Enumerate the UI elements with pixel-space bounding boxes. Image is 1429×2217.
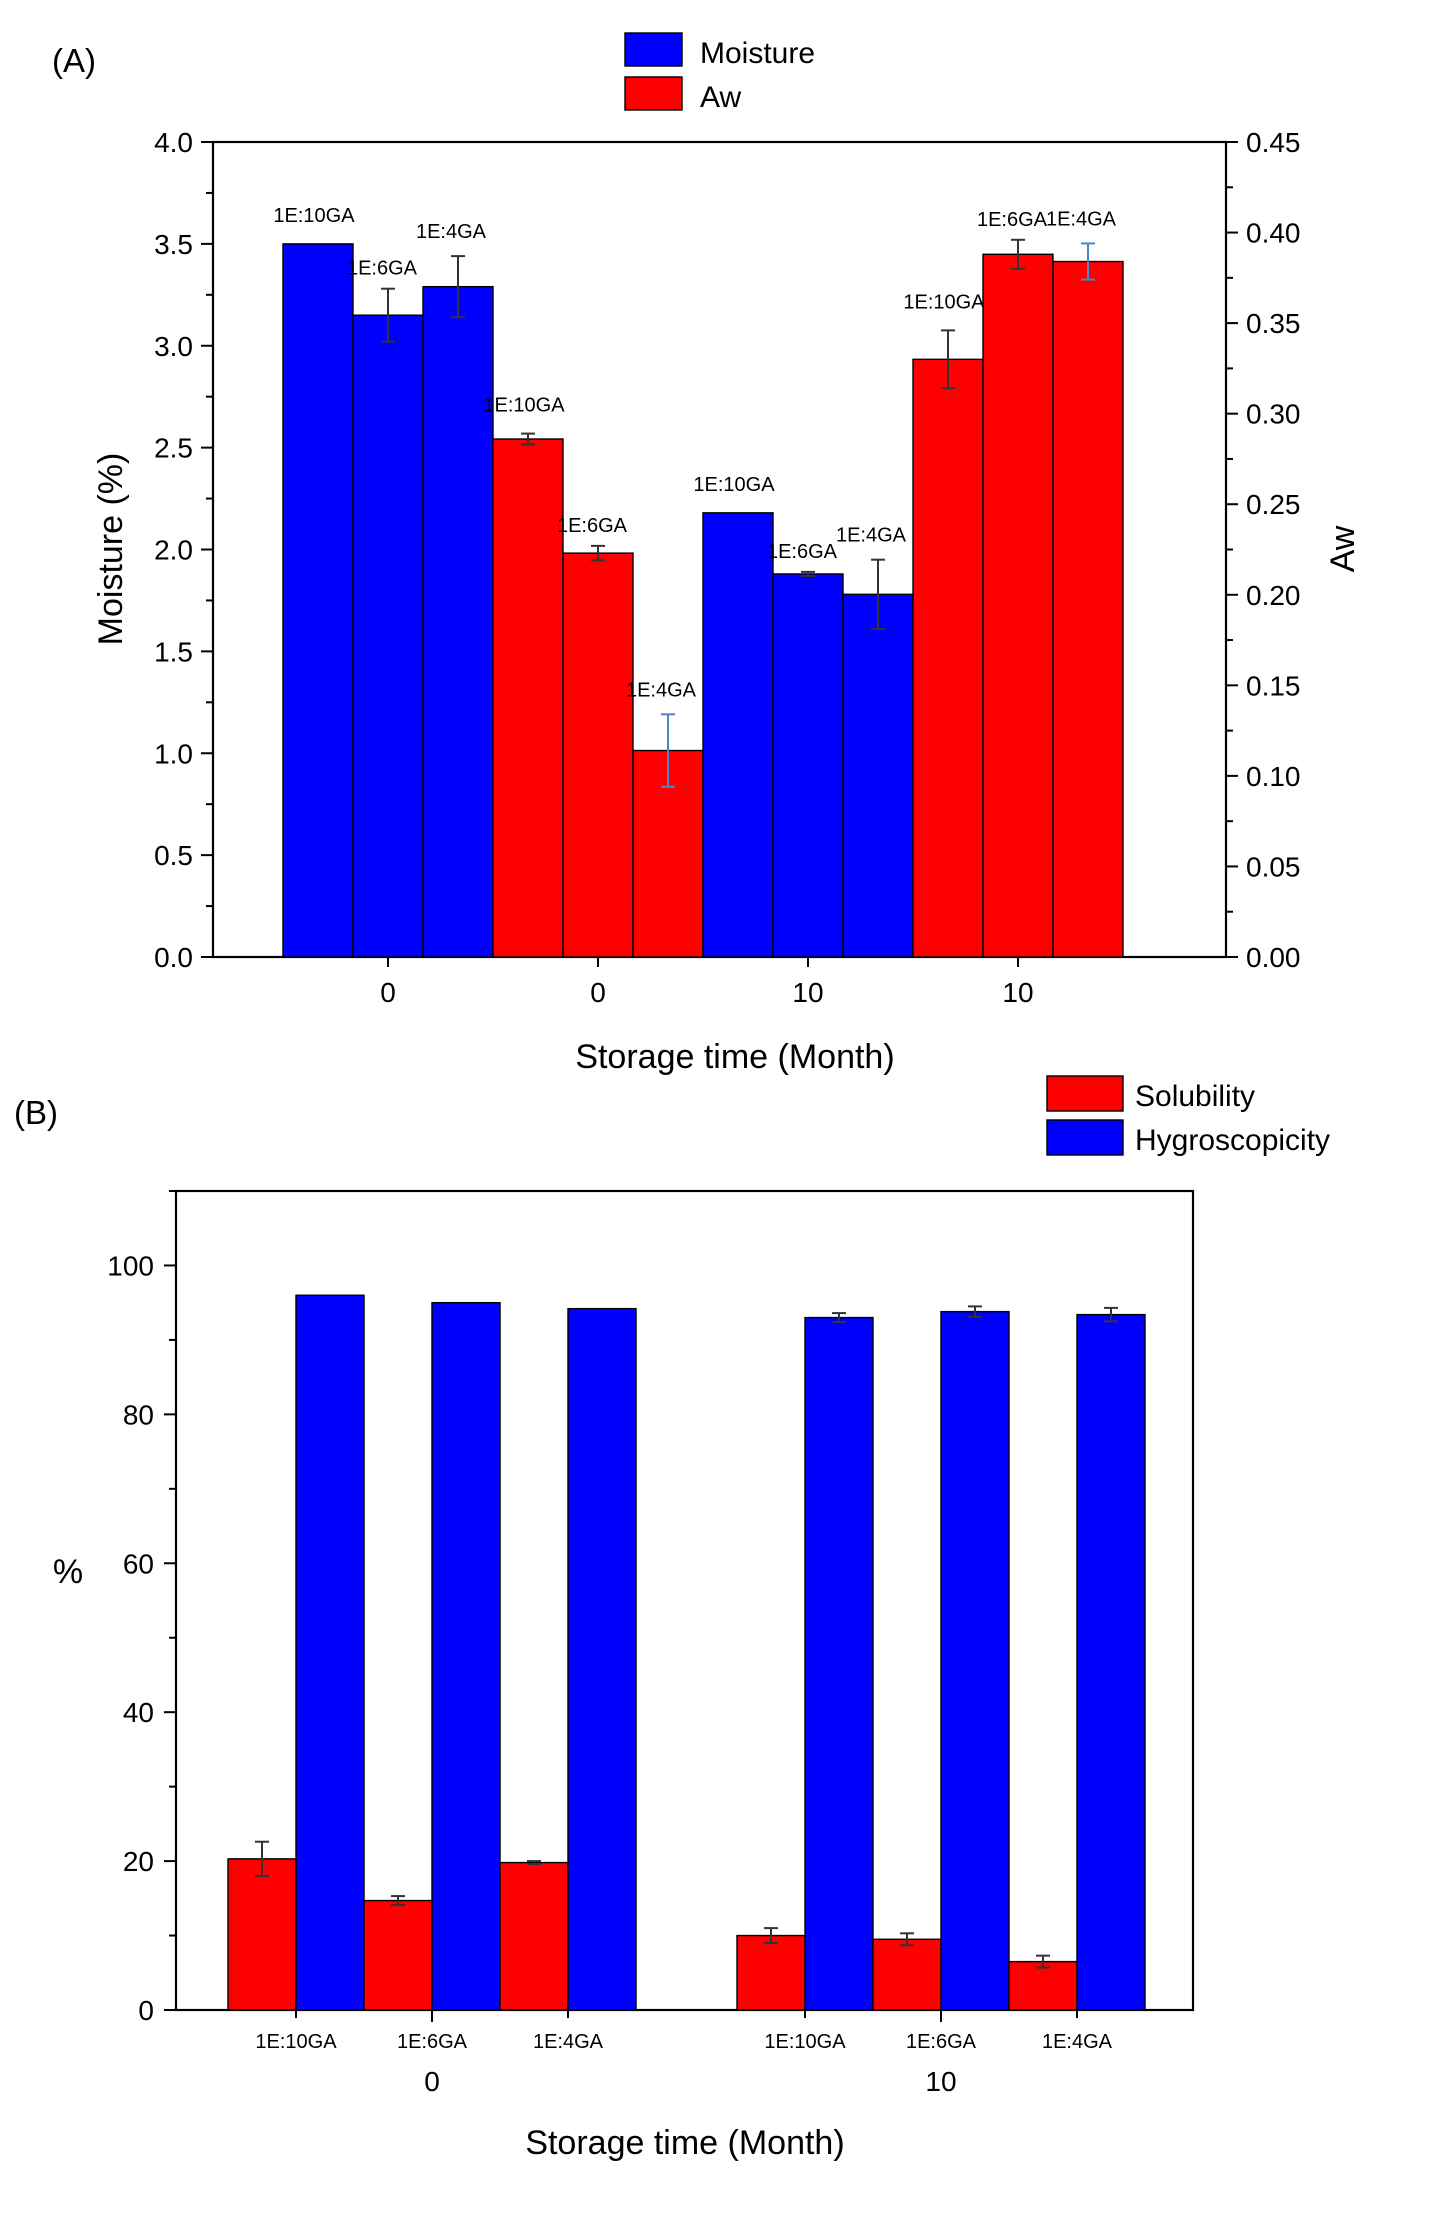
y-right-tick-label-a: 0.45 — [1246, 127, 1301, 158]
bar-label-a-10-0: 1E:10GA — [903, 291, 985, 313]
bar-a-moisture-10-2 — [842, 593, 914, 958]
bar-a-moisture-0-1 — [352, 314, 424, 958]
panel-a-letter: (A) — [52, 42, 96, 79]
y-right-tick-label-a: 0.35 — [1246, 308, 1301, 339]
sample-label-b-10-1: 1E:6GA — [906, 2031, 977, 2053]
panel-a-legend: Moisture Aw — [624, 32, 815, 114]
sample-label-b-0-0: 1E:10GA — [255, 2031, 337, 2053]
y-left-tick-label-a: 4.0 — [154, 127, 193, 158]
legend-label-moisture: Moisture — [700, 37, 815, 70]
y-left-tick-label-a: 3.0 — [154, 331, 193, 362]
x-tick-label-a: 0 — [590, 977, 606, 1008]
sample-label-b-0-2: 1E:4GA — [533, 2031, 604, 2053]
bar-b-hygroscopicity-10-1 — [940, 1310, 1010, 2011]
bar-b-solubility-0-2 — [499, 1861, 569, 2011]
bar-a-aw-0-1 — [562, 552, 634, 958]
x-tick-label-b: 0 — [424, 2066, 440, 2097]
bar-b-solubility-10-1 — [872, 1938, 942, 2011]
legend-swatch-solubility — [1046, 1075, 1124, 1112]
bar-label-a-10-1: 1E:6GA — [977, 209, 1048, 231]
bar-b-solubility-0-1 — [363, 1899, 433, 2011]
y-right-tick-label-a: 0.10 — [1246, 761, 1301, 792]
legend-swatch-aw — [624, 76, 683, 111]
panel-a-ticks: 0 0 10 10 0.0 0.5 1.0 1.5 2.0 2.5 3.0 3.5 4.0 0.00 0.0… — [154, 127, 1300, 1008]
bar-b-hygroscopicity-0-2 — [567, 1307, 637, 2011]
bar-b-solubility-0-0 — [227, 1858, 297, 2011]
bar-label-a-0-2: 1E:4GA — [626, 679, 697, 701]
bar-a-moisture-0-0 — [282, 243, 354, 958]
bar-b-hygroscopicity-10-2 — [1076, 1313, 1146, 2011]
panel-b: (B) Solubility Hygroscopicity 1E:10GA 1E:… — [14, 1075, 1330, 2162]
y-right-tick-label-a: 0.15 — [1246, 670, 1301, 701]
panel-b-x-title: Storage time (Month) — [525, 2124, 844, 2162]
y-right-tick-label-a: 0.30 — [1246, 399, 1301, 430]
y-left-tick-label-a: 1.0 — [154, 738, 193, 769]
y-tick-label-b: 0 — [138, 1995, 154, 2026]
panel-b-legend: Solubility Hygroscopicity — [1046, 1075, 1330, 1157]
bar-b-hygroscopicity-10-0 — [804, 1316, 874, 2011]
panel-a: (A) Moisture Aw 1E:10GA1E:6GA1E:4GA1E:10… — [52, 32, 1362, 1076]
bar-label-a-0-2: 1E:4GA — [416, 221, 487, 243]
y-left-tick-label-a: 2.0 — [154, 535, 193, 566]
x-tick-label-a: 10 — [792, 977, 823, 1008]
y-left-tick-label-a: 3.5 — [154, 229, 193, 260]
legend-swatch-moisture — [624, 32, 683, 67]
bar-label-a-10-0: 1E:10GA — [693, 474, 775, 496]
y-left-tick-label-a: 0.5 — [154, 840, 193, 871]
panel-b-plot-frame — [174, 1189, 1195, 2012]
bar-a-aw-10-2 — [1052, 260, 1124, 958]
sample-label-b-10-0: 1E:10GA — [764, 2031, 846, 2053]
bar-label-a-0-1: 1E:6GA — [347, 258, 418, 280]
bar-a-aw-10-1 — [982, 253, 1054, 958]
y-tick-label-b: 20 — [123, 1846, 154, 1877]
y-tick-label-b: 100 — [107, 1250, 154, 1281]
x-tick-label-a: 10 — [1002, 977, 1033, 1008]
bar-b-hygroscopicity-0-1 — [431, 1301, 501, 2011]
y-tick-label-b: 80 — [123, 1399, 154, 1430]
bar-a-aw-0-0 — [492, 438, 564, 958]
bar-a-aw-10-0 — [912, 358, 984, 958]
bar-b-solubility-10-2 — [1008, 1960, 1078, 2011]
panel-b-ticks: 1E:10GA 1E:6GA 1E:4GA 0 1E:10GA 1E:6GA 1E:4GA 1… — [107, 1190, 1113, 2097]
y-left-tick-label-a: 1.5 — [154, 636, 193, 667]
panel-a-x-title: Storage time (Month) — [575, 1038, 894, 1076]
panel-a-y-right-title: Aw — [1324, 525, 1362, 572]
y-right-tick-label-a: 0.05 — [1246, 851, 1301, 882]
legend-label-aw: Aw — [700, 81, 741, 114]
panel-b-y-title: % — [53, 1553, 83, 1591]
y-tick-label-b: 40 — [123, 1697, 154, 1728]
panel-b-letter: (B) — [14, 1094, 58, 1131]
legend-label-hygroscopicity: Hygroscopicity — [1135, 1124, 1330, 1157]
y-right-tick-label-a: 0.25 — [1246, 489, 1301, 520]
y-right-tick-label-a: 0.40 — [1246, 218, 1301, 249]
sample-label-b-0-1: 1E:6GA — [397, 2031, 468, 2053]
bar-label-a-0-0: 1E:10GA — [273, 205, 355, 227]
x-tick-label-b: 10 — [925, 2066, 956, 2097]
bar-a-moisture-10-1 — [772, 573, 844, 958]
y-right-tick-label-a: 0.20 — [1246, 580, 1301, 611]
legend-swatch-hygroscopicity — [1046, 1119, 1124, 1156]
y-tick-label-b: 60 — [123, 1548, 154, 1579]
bar-a-moisture-0-2 — [422, 285, 494, 958]
bar-label-a-0-0: 1E:10GA — [483, 395, 565, 417]
sample-label-b-10-2: 1E:4GA — [1042, 2031, 1113, 2053]
bar-label-a-10-1: 1E:6GA — [767, 541, 838, 563]
x-tick-label-a: 0 — [380, 977, 396, 1008]
bar-label-a-10-2: 1E:4GA — [1046, 208, 1117, 230]
y-left-tick-label-a: 0.0 — [154, 942, 193, 973]
panel-a-y-left-title: Moisture (%) — [92, 453, 130, 646]
legend-label-solubility: Solubility — [1135, 1080, 1255, 1113]
bar-b-hygroscopicity-0-0 — [295, 1294, 365, 2011]
y-left-tick-label-a: 2.5 — [154, 433, 193, 464]
bar-label-a-0-1: 1E:6GA — [557, 515, 628, 537]
bar-a-moisture-10-0 — [702, 512, 774, 958]
y-right-tick-label-a: 0.00 — [1246, 942, 1301, 973]
bar-label-a-10-2: 1E:4GA — [836, 525, 907, 547]
bar-b-solubility-10-0 — [736, 1934, 806, 2011]
panel-a-bars: 1E:10GA1E:6GA1E:4GA1E:10GA1E:6GA1E:4GA1E… — [273, 205, 1124, 958]
panel-b-bars — [227, 1294, 1146, 2011]
